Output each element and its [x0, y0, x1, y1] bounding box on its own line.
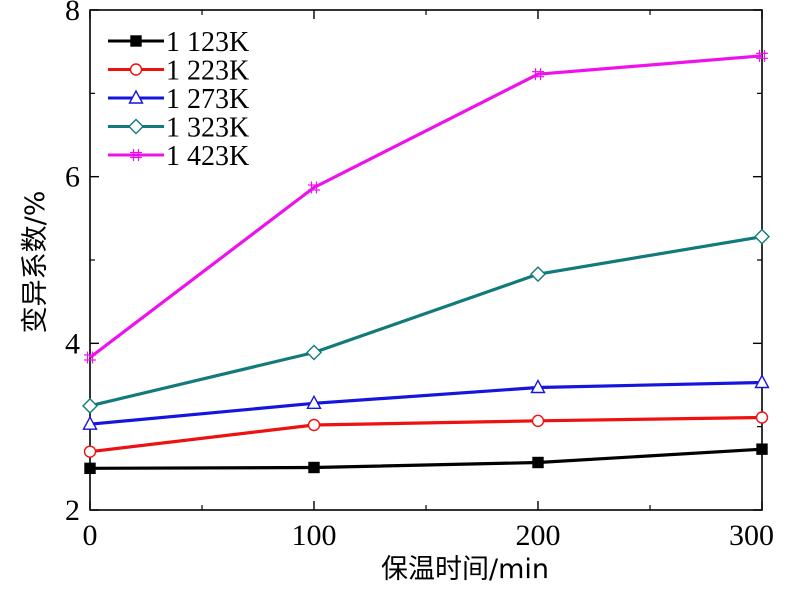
legend-item: 1 273K	[108, 84, 249, 115]
series-line	[89, 447, 763, 470]
square-marker	[308, 461, 320, 474]
x-tick-label: 100	[292, 519, 337, 552]
circle-marker	[83, 445, 97, 458]
legend-label: 1 423K	[166, 141, 249, 172]
triangle-marker	[306, 394, 322, 410]
series-3	[82, 374, 770, 430]
circle-marker	[531, 414, 545, 428]
y-tick-label: 8	[65, 0, 80, 27]
hash-marker	[756, 49, 768, 62]
x-axis-title: 保温时间/min	[381, 554, 549, 585]
square-marker	[756, 443, 768, 455]
series-line	[89, 54, 763, 359]
triangle-marker	[754, 374, 770, 389]
series-4	[82, 228, 770, 414]
y-tick-label: 4	[65, 327, 80, 360]
circle-marker	[307, 418, 321, 432]
hash-marker	[84, 351, 96, 364]
series-line	[89, 235, 763, 408]
y-axis-title: 变异系数/%	[20, 191, 51, 334]
diamond-marker	[530, 266, 546, 283]
square-marker	[130, 35, 142, 47]
legend-label: 1 123K	[166, 27, 249, 58]
circle-marker	[755, 411, 769, 424]
triangle-marker	[128, 89, 144, 104]
x-tick-label: 0	[83, 519, 98, 552]
square-marker	[84, 462, 96, 475]
series-group	[82, 49, 770, 475]
legend-label: 1 223K	[166, 56, 249, 87]
series-5	[84, 49, 768, 364]
x-tick-label: 300	[729, 519, 774, 552]
legend-label: 1 323K	[166, 113, 249, 144]
legend-item: 1 223K	[108, 56, 249, 87]
circle-marker	[129, 63, 143, 76]
series-line	[89, 380, 763, 426]
series-2	[83, 411, 769, 458]
hash-marker	[130, 149, 142, 161]
legend-item: 1 423K	[108, 141, 249, 172]
y-tick-label: 6	[65, 161, 80, 194]
diamond-marker	[128, 118, 144, 135]
legend-item: 1 323K	[108, 113, 249, 144]
series-line	[89, 415, 763, 454]
diamond-marker	[82, 397, 98, 414]
diamond-marker	[306, 344, 322, 361]
diamond-marker	[754, 228, 770, 245]
square-marker	[532, 456, 544, 469]
legend-label: 1 273K	[166, 84, 249, 115]
legend-item: 1 123K	[108, 27, 249, 58]
triangle-marker	[530, 379, 546, 394]
axes: 0 100 200 300 2 4 6 8	[65, 0, 774, 552]
y-tick-label: 2	[65, 494, 80, 527]
x-tick-label: 200	[516, 519, 561, 552]
hash-marker	[308, 181, 320, 194]
hash-marker	[532, 68, 544, 81]
series-1	[84, 443, 768, 475]
triangle-marker	[82, 415, 98, 430]
